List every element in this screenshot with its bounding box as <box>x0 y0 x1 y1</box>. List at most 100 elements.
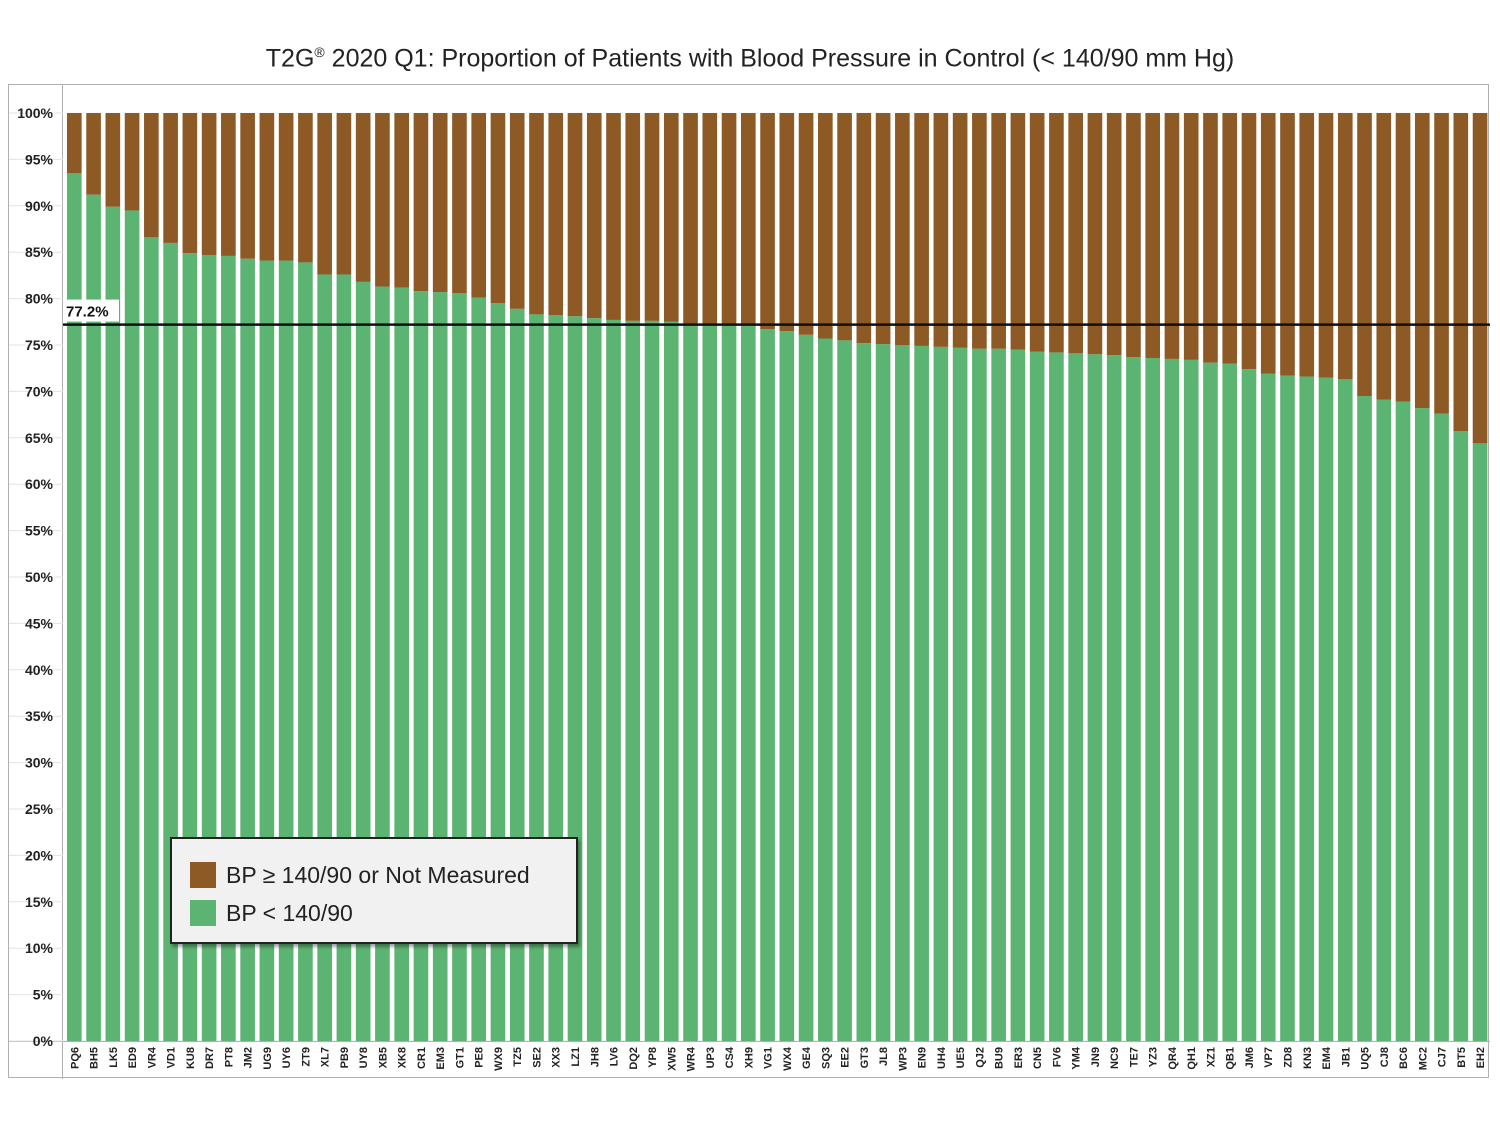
bar-in-control <box>1395 401 1411 1041</box>
bar-not-in-control <box>1222 113 1238 364</box>
x-tick-label: XK8 <box>397 1047 409 1068</box>
bar-in-control <box>760 329 775 1041</box>
bar-in-control <box>1280 375 1295 1041</box>
x-tick-label: ER3 <box>1013 1047 1025 1068</box>
bar-not-in-control <box>1337 113 1353 380</box>
bar-not-in-control <box>1241 113 1257 370</box>
x-tick-label: JB1 <box>1340 1047 1352 1067</box>
reference-label-bg <box>63 299 119 322</box>
bar-not-in-control <box>1010 113 1026 350</box>
legend-swatch-not-in-control <box>190 862 216 888</box>
bar-in-control <box>1299 376 1315 1041</box>
bar-not-in-control <box>452 113 467 294</box>
y-tick-label: 45% <box>25 615 54 631</box>
bar-not-in-control <box>221 113 236 256</box>
legend-item-in-control: BP < 140/90 <box>190 899 353 927</box>
x-tick-label: WX9 <box>493 1047 505 1071</box>
x-tick-label: JL8 <box>878 1047 890 1066</box>
x-tick-label: QB1 <box>1225 1047 1237 1070</box>
x-tick-label: QH1 <box>1186 1047 1198 1070</box>
bar-not-in-control <box>625 113 641 321</box>
x-tick-label: CN5 <box>1032 1047 1044 1069</box>
bar-not-in-control <box>432 113 448 293</box>
bar-in-control <box>67 173 82 1041</box>
x-tick-label: LV6 <box>609 1047 621 1066</box>
bar-not-in-control <box>798 113 814 335</box>
x-tick-label: PB9 <box>339 1047 351 1068</box>
bar-not-in-control <box>163 113 178 243</box>
chart-title-text: T2G <box>265 44 315 73</box>
x-tick-label: EM4 <box>1321 1046 1333 1070</box>
x-tick-label: WP3 <box>897 1047 909 1071</box>
x-tick-label: VD1 <box>166 1047 178 1068</box>
bar-not-in-control <box>1164 113 1180 359</box>
x-tick-label: LZ1 <box>570 1047 582 1067</box>
y-tick-label: 20% <box>25 847 54 863</box>
legend-label-in-control: BP < 140/90 <box>226 899 353 926</box>
x-tick-label: BU9 <box>994 1047 1006 1069</box>
bar-not-in-control <box>644 113 660 321</box>
x-tick-label: SQ3 <box>820 1047 832 1069</box>
bar-in-control <box>1357 396 1372 1041</box>
x-tick-label: YP8 <box>647 1047 659 1068</box>
bar-in-control <box>1453 431 1469 1042</box>
bar-not-in-control <box>375 113 390 287</box>
bar-not-in-control <box>895 113 910 345</box>
x-tick-label: SE2 <box>531 1047 543 1068</box>
x-tick-label: WR4 <box>686 1046 698 1071</box>
x-tick-label: XW5 <box>666 1047 678 1071</box>
bar-in-control <box>1434 413 1449 1041</box>
bar-in-control <box>779 331 795 1041</box>
bar-in-control <box>1222 363 1238 1041</box>
bar-not-in-control <box>856 113 872 344</box>
bar-not-in-control <box>914 113 929 346</box>
bar-not-in-control <box>1472 113 1488 444</box>
y-tick-label: 10% <box>25 940 54 956</box>
bar-not-in-control <box>529 113 544 315</box>
y-tick-label: 40% <box>25 662 54 678</box>
chart-frame: 0% 5% 10% 15% 20% 25% 30% 35% 40% 45% 50% 55% 60% 65%… <box>8 84 1490 1079</box>
x-tick-label: ED9 <box>127 1047 139 1068</box>
y-tick-label: 60% <box>25 476 54 492</box>
bar-not-in-control <box>298 113 313 263</box>
x-tick-label: TE7 <box>1128 1047 1140 1067</box>
bar-in-control <box>837 340 852 1041</box>
bar-not-in-control <box>818 113 833 339</box>
bar-not-in-control <box>721 113 737 325</box>
bar-not-in-control <box>933 113 949 347</box>
bar-in-control <box>1203 362 1218 1042</box>
bar-not-in-control <box>952 113 968 348</box>
x-tick-label: QJ2 <box>974 1047 986 1068</box>
bar-not-in-control <box>1126 113 1141 358</box>
bar-in-control <box>644 320 660 1041</box>
x-tick-label: TZ5 <box>512 1047 524 1067</box>
bar-not-in-control <box>240 113 255 259</box>
bar-not-in-control <box>509 113 525 309</box>
bar-not-in-control <box>86 113 101 195</box>
bar-not-in-control <box>471 113 487 298</box>
bar-not-in-control <box>144 113 159 238</box>
bar-in-control <box>1414 408 1430 1041</box>
bar-in-control <box>683 324 698 1041</box>
bar-in-control <box>1337 379 1353 1041</box>
y-tick-label: 70% <box>25 383 54 399</box>
x-tick-label: BT5 <box>1456 1047 1468 1068</box>
x-tick-label: GT1 <box>454 1047 466 1068</box>
bar-in-control <box>1087 354 1103 1041</box>
chart-legend: BP ≥ 140/90 or Not Measured BP < 140/90 <box>170 837 578 944</box>
bar-not-in-control <box>567 113 583 317</box>
bar-in-control <box>895 345 910 1041</box>
x-tick-label: KU8 <box>185 1047 197 1069</box>
x-tick-label: EE2 <box>840 1047 852 1068</box>
bar-not-in-control <box>182 113 198 254</box>
bar-not-in-control <box>278 113 294 261</box>
bar-not-in-control <box>1049 113 1064 353</box>
y-tick-label: 15% <box>25 894 54 910</box>
x-tick-label: QR4 <box>1167 1046 1179 1070</box>
x-tick-label: VR4 <box>146 1046 158 1068</box>
bar-in-control <box>663 321 679 1041</box>
x-tick-label: CJ8 <box>1379 1047 1391 1067</box>
y-tick-label: 0% <box>33 1033 54 1049</box>
bar-in-control <box>991 348 1006 1041</box>
x-tick-label: UY6 <box>281 1047 293 1068</box>
